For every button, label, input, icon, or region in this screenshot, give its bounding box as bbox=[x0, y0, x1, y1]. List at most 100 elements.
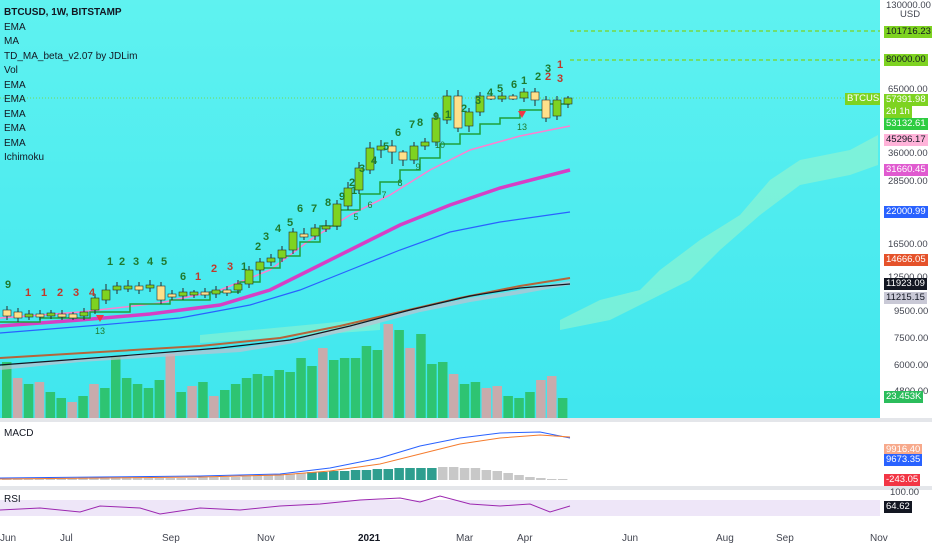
price-tick: 7500.00 bbox=[894, 333, 929, 344]
macd-histogram-bar bbox=[296, 473, 306, 480]
indicator-ema-3[interactable]: EMA bbox=[4, 94, 26, 105]
volume-bar bbox=[100, 388, 110, 418]
volume-bar bbox=[252, 374, 263, 418]
price-tag[interactable]: 45296.17 bbox=[884, 134, 928, 146]
price-tag[interactable]: 101716.23 bbox=[884, 26, 932, 38]
candle-body bbox=[90, 297, 100, 311]
time-label: Jul bbox=[60, 533, 73, 544]
ichimoku-cloud-past bbox=[200, 318, 380, 343]
macd-histogram-bar bbox=[383, 469, 393, 480]
volume-bar bbox=[45, 392, 56, 418]
candle-body bbox=[299, 233, 309, 238]
rsi-value-tag[interactable]: 64.62 bbox=[884, 501, 912, 513]
pane-separator[interactable] bbox=[0, 486, 932, 490]
pane-separator[interactable] bbox=[0, 418, 932, 422]
macd-histogram-bar bbox=[285, 474, 295, 480]
symbol-title[interactable]: BTCUSD, 1W, BITSTAMP bbox=[4, 7, 122, 18]
td-count-label: 2 bbox=[349, 177, 355, 189]
rsi-chart-svg[interactable] bbox=[0, 490, 880, 526]
indicator-ema-5[interactable]: EMA bbox=[4, 123, 26, 134]
time-axis[interactable] bbox=[0, 528, 880, 550]
macd-histogram-bar bbox=[339, 471, 350, 480]
volume-bar bbox=[34, 382, 45, 418]
macd-value-tag[interactable]: -243.05 bbox=[884, 474, 921, 486]
volume-bar bbox=[111, 356, 121, 418]
candle-body bbox=[266, 257, 276, 263]
td-count-label: 6 bbox=[511, 79, 517, 91]
indicator-vol[interactable]: Vol bbox=[4, 65, 18, 76]
macd-histogram-bar bbox=[252, 475, 263, 480]
td-count-label: 7 bbox=[311, 203, 317, 215]
td-count-label: 1 bbox=[25, 287, 31, 299]
td-count-label: 6 bbox=[395, 127, 401, 139]
time-label: Jun bbox=[622, 533, 639, 544]
price-tag[interactable]: 22000.99 bbox=[884, 206, 928, 218]
volume-bar bbox=[230, 384, 241, 418]
indicator-ichimoku[interactable]: Ichimoku bbox=[4, 152, 45, 163]
rsi-label[interactable]: RSI bbox=[4, 494, 21, 505]
candle-body bbox=[508, 95, 518, 100]
td-sub-count: 13 bbox=[517, 122, 527, 132]
indicator-ma[interactable]: MA bbox=[4, 36, 19, 47]
td-count-label: 3 bbox=[475, 95, 481, 107]
candle-body bbox=[387, 145, 397, 153]
candle-body bbox=[409, 145, 419, 161]
macd-histogram-bar bbox=[307, 472, 317, 480]
price-tag[interactable]: 2d 1h bbox=[884, 106, 912, 118]
price-tag[interactable]: 80000.00 bbox=[884, 54, 928, 66]
macd-histogram-bar bbox=[547, 479, 557, 480]
price-tag[interactable]: 31660.45 bbox=[884, 164, 928, 176]
macd-label[interactable]: MACD bbox=[4, 428, 34, 439]
price-tick: 6000.00 bbox=[894, 360, 929, 371]
td-count-label: 6 bbox=[297, 203, 303, 215]
volume-bar bbox=[547, 376, 557, 418]
indicator-ema-6[interactable]: EMA bbox=[4, 137, 26, 149]
volume-bar bbox=[459, 384, 470, 418]
indicator-ema-1[interactable]: EMA bbox=[4, 21, 26, 33]
ema-orange-line bbox=[0, 277, 571, 359]
signal-line bbox=[0, 434, 571, 480]
td-count-label: 8 bbox=[417, 117, 423, 129]
candle-body bbox=[442, 95, 452, 121]
macd-histogram-bar bbox=[165, 478, 175, 480]
rsi-pane[interactable]: RSI bbox=[0, 490, 880, 526]
price-tag[interactable]: 11215.15 bbox=[884, 292, 927, 304]
td-count-label: 4 bbox=[89, 287, 96, 299]
td-count-label: 1 bbox=[107, 256, 113, 268]
price-tick: 12500.00 bbox=[888, 272, 928, 283]
candle-body bbox=[398, 151, 408, 161]
macd-value-tag[interactable]: 9916.40 bbox=[884, 444, 923, 456]
ema-magenta-line bbox=[0, 168, 571, 328]
candle-body bbox=[123, 285, 133, 290]
td-count-label: 3 bbox=[545, 63, 551, 75]
price-tick: 65000.00 bbox=[888, 84, 928, 95]
time-label: Aug bbox=[716, 533, 734, 544]
price-tag[interactable]: 14666.05 bbox=[884, 254, 928, 266]
indicator-td-ma[interactable]: TD_MA_beta_v2.07 by JDLim bbox=[4, 50, 138, 62]
price-tag[interactable]: 53132.61 bbox=[884, 118, 928, 130]
macd-chart-svg[interactable] bbox=[0, 422, 880, 486]
time-label: Sep bbox=[162, 533, 180, 544]
macd-histogram-bar bbox=[318, 472, 328, 480]
candle-body bbox=[288, 231, 298, 251]
volume-bar bbox=[318, 348, 328, 418]
indicator-ema-4[interactable]: EMA bbox=[4, 108, 26, 120]
macd-histogram-bar bbox=[503, 473, 513, 480]
macd-value-tag[interactable]: 9673.35 bbox=[884, 454, 923, 466]
td-count-label: 6 bbox=[180, 271, 186, 283]
macd-histogram-bar bbox=[459, 468, 470, 480]
td-sub-count: 10 bbox=[435, 140, 445, 150]
sell-arrow bbox=[518, 111, 526, 118]
price-tag[interactable]: 11923.09 bbox=[884, 278, 927, 290]
price-tag[interactable]: 57391.98 bbox=[884, 94, 928, 106]
volume-bar bbox=[339, 358, 350, 418]
time-label: Jun bbox=[0, 533, 17, 544]
price-tag[interactable]: 23.453K bbox=[884, 391, 924, 403]
candle-body bbox=[497, 95, 507, 100]
macd-pane[interactable]: MACD bbox=[0, 422, 880, 486]
macd-histogram-bar bbox=[45, 478, 56, 480]
indicator-ema-2[interactable]: EMA bbox=[4, 79, 26, 91]
candle-body bbox=[134, 285, 144, 291]
